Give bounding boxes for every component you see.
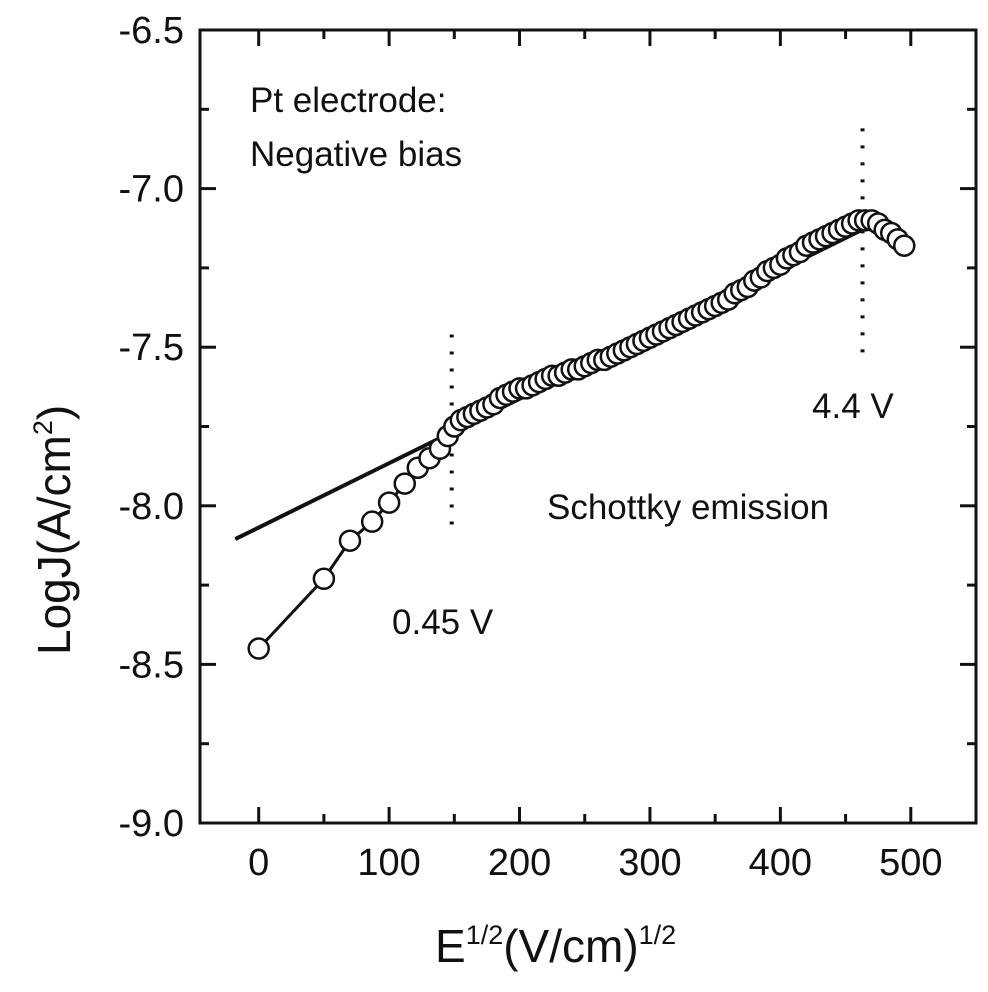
- data-point-0: [247, 637, 270, 660]
- annot-electrode: Pt electrode:: [250, 81, 447, 120]
- x-tick-label-0: 0: [248, 842, 269, 884]
- data-point-4: [377, 491, 401, 514]
- data-point-2: [338, 529, 362, 552]
- data-point-3: [360, 510, 384, 533]
- data-point-79: [893, 234, 916, 257]
- vline-label-4.4V: 4.4 V: [812, 387, 894, 426]
- data-point-1: [312, 567, 336, 591]
- axis-tick-labels: 0 100 200 300 400 500 -9.0 -8.5 -8.0 -7.5 -7.0 -6.5: [119, 10, 943, 884]
- y-tick-label--9: -9.0: [119, 803, 184, 845]
- x-tick-label-200: 200: [488, 842, 551, 884]
- annot-bias: Negative bias: [250, 135, 462, 174]
- x-tick-label-400: 400: [749, 842, 812, 884]
- y-tick-label--6.5: -6.5: [119, 10, 184, 52]
- y-axis-title: LogJ(A/cm2): [28, 405, 80, 655]
- y-tick-label--7: -7.0: [119, 169, 184, 211]
- data-connector-line: [257, 218, 906, 650]
- x-tick-label-500: 500: [879, 842, 942, 884]
- x-axis-title: E1/2(V/cm)1/2: [435, 920, 676, 972]
- vline-label-0.45V: 0.45 V: [392, 603, 494, 642]
- y-tick-label--8.5: -8.5: [119, 644, 184, 686]
- y-tick-label--7.5: -7.5: [119, 327, 184, 369]
- annot-schottky: Schottky emission: [547, 488, 829, 527]
- y-tick-label--8: -8.0: [119, 486, 184, 528]
- x-tick-label-300: 300: [618, 842, 681, 884]
- data-point-5: [393, 472, 417, 495]
- data-points: [247, 209, 916, 660]
- axis-ticks: [200, 28, 978, 825]
- x-tick-label-100: 100: [357, 842, 420, 884]
